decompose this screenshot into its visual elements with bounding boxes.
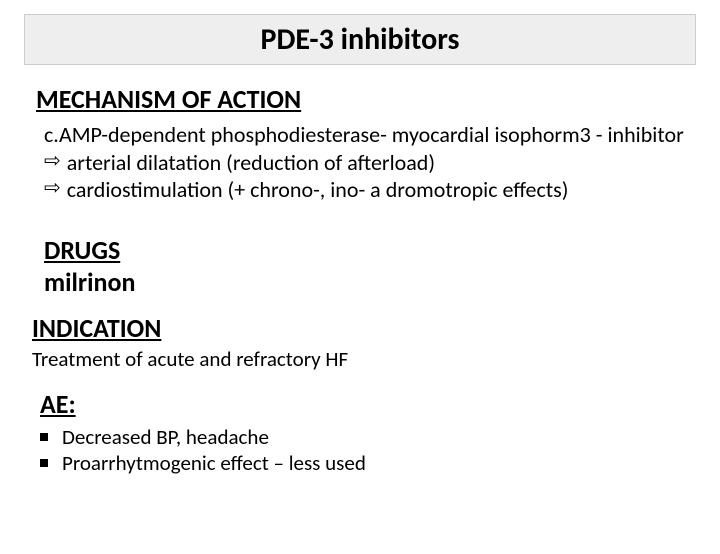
square-bullet-icon [40, 433, 48, 441]
mechanism-arrow1-text: arterial dilatation (reduction of afterl… [67, 149, 435, 177]
ae-item-0: Decreased BP, headache [62, 424, 269, 450]
drugs-block: DRUGS milrinon [44, 234, 720, 298]
ae-heading: AE: [40, 388, 720, 420]
arrow-icon: ⇨ [44, 176, 61, 201]
mechanism-arrow2-text: cardiostimulation (+ chrono-, ino- a dro… [67, 176, 569, 204]
mechanism-line1: c.AMP-dependent phosphodiesterase- myoca… [44, 121, 684, 149]
indication-body: Treatment of acute and refractory HF [32, 346, 684, 372]
ae-item-1: Proarrhytmogenic effect – less used [62, 450, 366, 476]
drugs-heading: DRUGS [44, 234, 720, 266]
list-item: Proarrhytmogenic effect – less used [40, 450, 684, 476]
square-bullet-icon [40, 459, 48, 467]
mechanism-arrow-line-2: ⇨ cardiostimulation (+ chrono-, ino- a d… [44, 176, 684, 204]
arrow-icon: ⇨ [44, 149, 61, 174]
indication-heading: INDICATION [32, 312, 720, 344]
list-item: Decreased BP, headache [40, 424, 684, 450]
mechanism-body: c.AMP-dependent phosphodiesterase- myoca… [44, 121, 684, 204]
title-bar: PDE-3 inhibitors [24, 14, 696, 65]
ae-list: Decreased BP, headache Proarrhytmogenic … [40, 424, 684, 477]
page-title: PDE-3 inhibitors [25, 21, 695, 58]
mechanism-heading: MECHANISM OF ACTION [36, 83, 720, 115]
drugs-name: milrinon [44, 266, 720, 298]
mechanism-arrow-line-1: ⇨ arterial dilatation (reduction of afte… [44, 149, 684, 177]
